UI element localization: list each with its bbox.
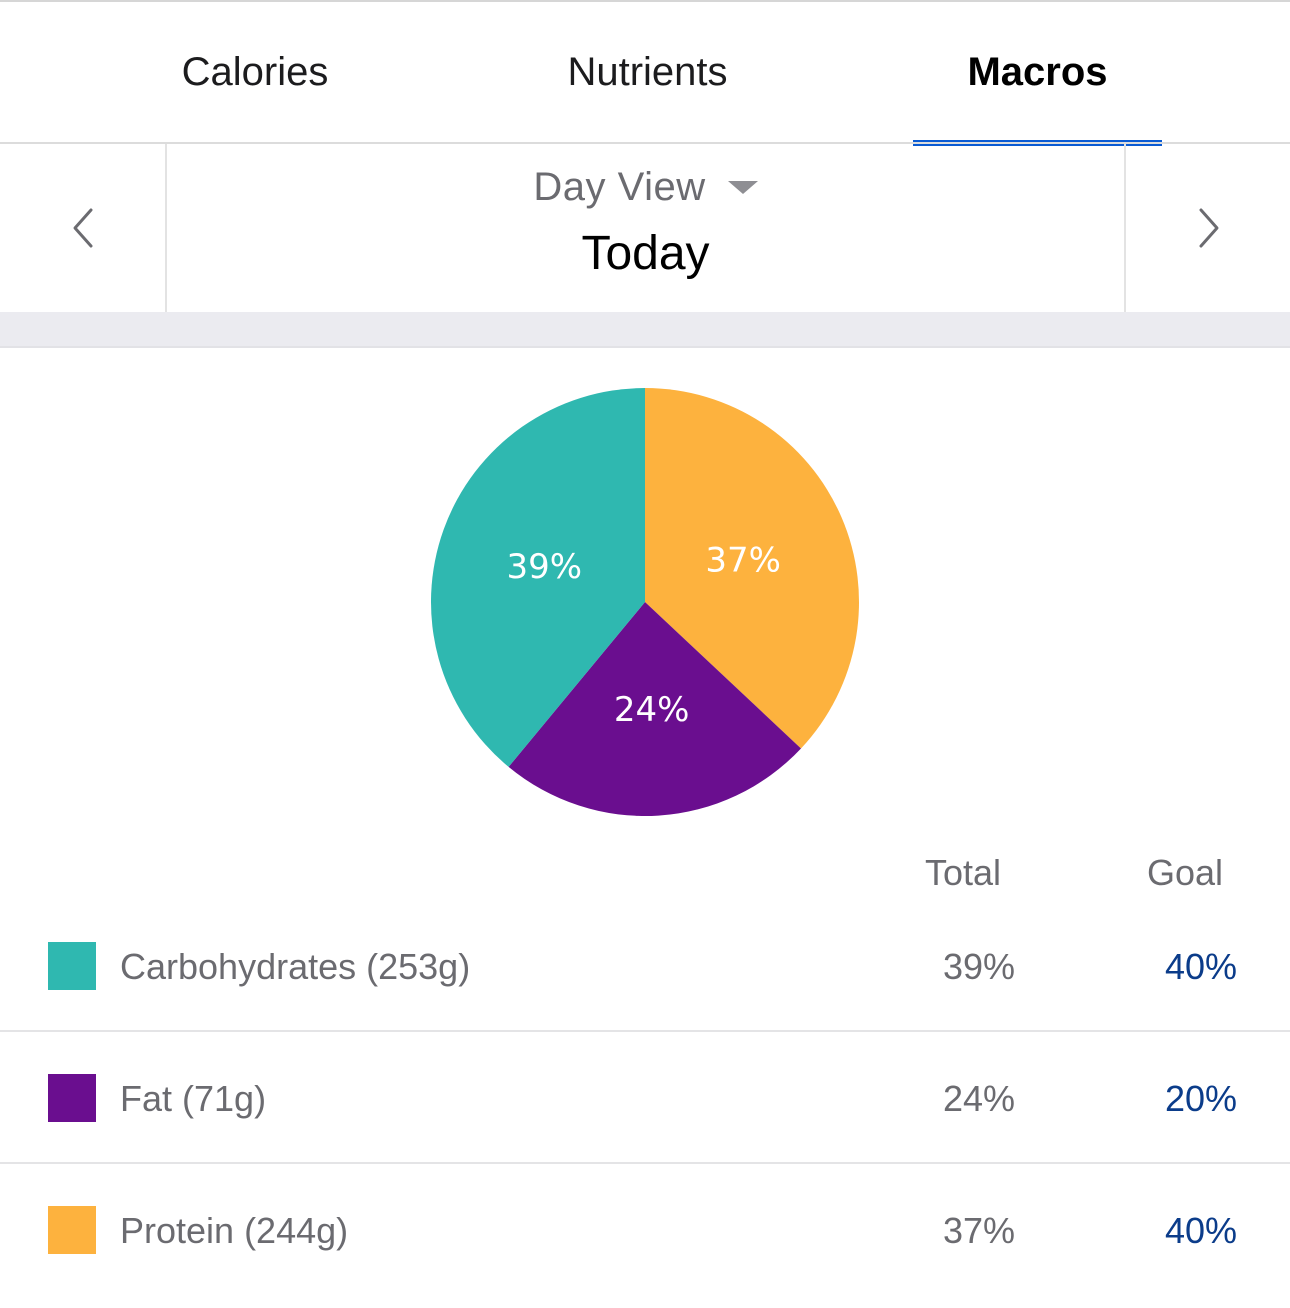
macro-row-fat[interactable]: Fat (71g) 24% 20% — [0, 1032, 1290, 1162]
previous-day-button[interactable] — [0, 144, 167, 312]
date-label: Today — [581, 227, 710, 280]
next-day-button[interactable] — [1124, 144, 1290, 312]
pie-label-fat: 24% — [614, 690, 690, 730]
fat-color-swatch — [48, 1074, 96, 1122]
section-separator — [0, 312, 1290, 348]
macro-goal: 40% — [1165, 1210, 1238, 1251]
top-border — [0, 0, 1290, 2]
pie-slice-carbohydrates — [431, 388, 645, 767]
macro-total: 24% — [943, 1078, 1016, 1119]
pie-slice-protein — [645, 388, 859, 749]
macro-total: 39% — [943, 946, 1016, 987]
divider — [0, 142, 1290, 144]
macro-goal: 40% — [1165, 946, 1238, 987]
protein-color-swatch — [48, 1206, 96, 1254]
date-selector: Day View Today — [167, 144, 1124, 312]
macro-goal: 20% — [1165, 1078, 1238, 1119]
pie-slice-fat — [508, 602, 801, 816]
macro-name: Protein (244g) — [120, 1210, 349, 1251]
view-dropdown[interactable]: Day View — [167, 162, 1124, 212]
tab-calories[interactable]: Calories — [181, 49, 329, 94]
macros-pie-chart: 37% 24% 39% — [0, 348, 1290, 848]
row-divider — [0, 1162, 1290, 1164]
tab-nutrients[interactable]: Nutrients — [567, 49, 728, 94]
pie-chart-svg: 37% 24% 39% — [431, 388, 859, 816]
total-column-header: Total — [925, 852, 1002, 893]
pie-label-protein: 37% — [705, 541, 781, 581]
macro-total: 37% — [943, 1210, 1016, 1251]
goal-column-header: Goal — [1147, 852, 1224, 893]
carbohydrates-color-swatch — [48, 942, 96, 990]
day-navigation: Day View Today — [0, 144, 1290, 312]
macro-row-protein[interactable]: Protein (244g) 37% 40% — [0, 1164, 1290, 1294]
tab-macros[interactable]: Macros — [967, 49, 1108, 94]
row-divider — [0, 1030, 1290, 1032]
chevron-left-icon — [73, 208, 92, 248]
caret-down-icon — [727, 180, 758, 194]
macro-name: Carbohydrates (253g) — [120, 946, 471, 987]
tab-bar: Calories Nutrients Macros — [0, 2, 1290, 146]
view-label: Day View — [533, 164, 706, 209]
macro-row-carbohydrates[interactable]: Carbohydrates (253g) 39% 40% — [0, 900, 1290, 1030]
chevron-right-icon — [1199, 208, 1219, 248]
pie-label-carbohydrates: 39% — [507, 547, 583, 587]
macro-name: Fat (71g) — [120, 1078, 267, 1119]
